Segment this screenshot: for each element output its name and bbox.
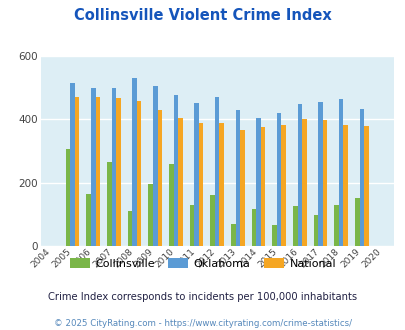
Bar — [272, 225, 276, 246]
Bar — [128, 211, 132, 246]
Bar — [343, 125, 347, 246]
Bar — [230, 224, 235, 246]
Bar — [333, 205, 338, 246]
Bar — [107, 162, 111, 246]
Bar — [297, 104, 301, 246]
Bar — [338, 99, 343, 246]
Bar — [318, 102, 322, 246]
Bar — [70, 83, 75, 246]
Bar — [210, 195, 214, 246]
Bar — [66, 149, 70, 246]
Bar — [91, 88, 95, 246]
Bar — [219, 122, 224, 246]
Bar — [95, 97, 100, 246]
Bar — [276, 113, 281, 246]
Bar — [239, 130, 244, 246]
Bar — [148, 183, 153, 246]
Bar — [178, 118, 182, 246]
Bar — [157, 110, 162, 246]
Bar — [198, 122, 203, 246]
Bar — [313, 215, 318, 246]
Text: © 2025 CityRating.com - https://www.cityrating.com/crime-statistics/: © 2025 CityRating.com - https://www.city… — [54, 319, 351, 328]
Bar — [168, 164, 173, 246]
Text: Crime Index corresponds to incidents per 100,000 inhabitants: Crime Index corresponds to incidents per… — [48, 292, 357, 302]
Bar — [359, 109, 363, 246]
Bar — [214, 97, 219, 246]
Bar — [281, 125, 285, 246]
Bar — [322, 120, 326, 246]
Bar — [111, 88, 116, 246]
Bar — [354, 198, 359, 246]
Bar — [194, 103, 198, 246]
Bar — [235, 110, 239, 246]
Bar — [173, 95, 178, 246]
Bar — [189, 205, 194, 246]
Bar — [256, 118, 260, 246]
Legend: Collinsville, Oklahoma, National: Collinsville, Oklahoma, National — [65, 254, 340, 273]
Bar — [292, 206, 297, 246]
Bar — [132, 78, 136, 246]
Text: Collinsville Violent Crime Index: Collinsville Violent Crime Index — [74, 8, 331, 23]
Bar — [260, 127, 265, 246]
Bar — [363, 126, 368, 246]
Bar — [301, 119, 306, 246]
Bar — [116, 98, 120, 246]
Bar — [86, 194, 91, 246]
Bar — [251, 210, 256, 246]
Bar — [75, 97, 79, 246]
Bar — [136, 101, 141, 246]
Bar — [153, 86, 157, 246]
